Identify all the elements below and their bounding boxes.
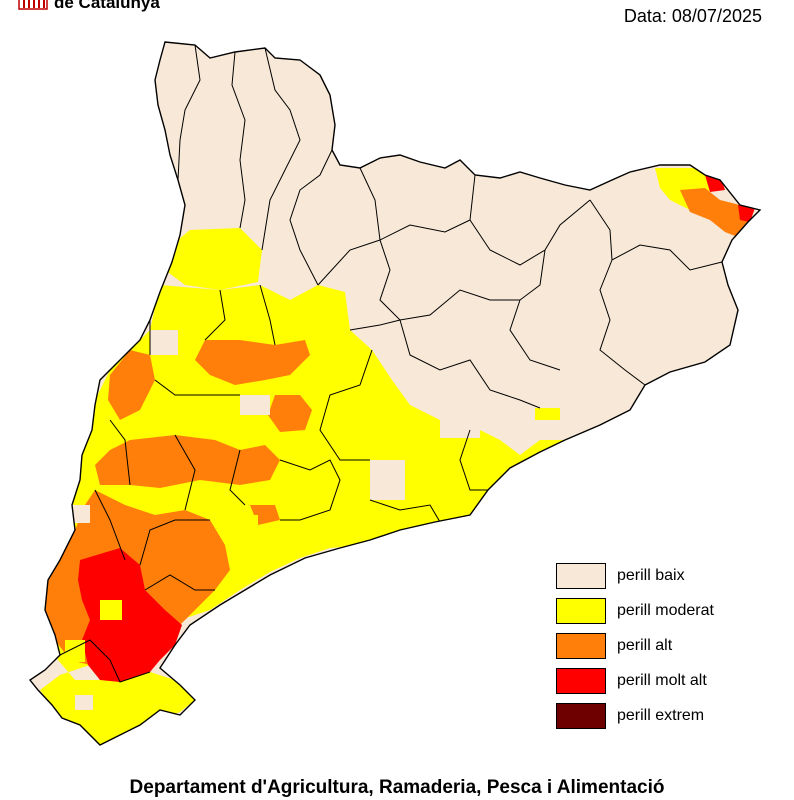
legend-label: perill baix [617, 566, 685, 584]
header-brand: de Catalunya [18, 0, 160, 12]
legend-label: perill alt [617, 636, 673, 654]
legend-item-molt-alt: perill molt alt [556, 663, 714, 698]
legend-item-extrem: perill extrem [556, 698, 714, 733]
legend-item-moderat: perill moderat [556, 593, 714, 628]
brand-name: de Catalunya [54, 0, 160, 12]
department-footer: Departament d'Agricultura, Ramaderia, Pe… [129, 777, 665, 798]
legend-label: perill moderat [617, 601, 714, 619]
legend-swatch [556, 667, 606, 694]
legend-swatch [556, 562, 606, 589]
legend-swatch [556, 632, 606, 659]
generalitat-logo-icon [18, 0, 48, 10]
map-legend: perill baix perill moderat perill alt pe… [556, 558, 714, 733]
fire-risk-map [28, 41, 762, 746]
legend-label: perill molt alt [617, 671, 707, 689]
legend-item-baix: perill baix [556, 558, 714, 593]
legend-item-alt: perill alt [556, 628, 714, 663]
forecast-date: Data: 08/07/2025 [623, 6, 762, 26]
legend-swatch [556, 702, 606, 729]
legend-swatch [556, 597, 606, 624]
legend-label: perill extrem [617, 706, 705, 724]
